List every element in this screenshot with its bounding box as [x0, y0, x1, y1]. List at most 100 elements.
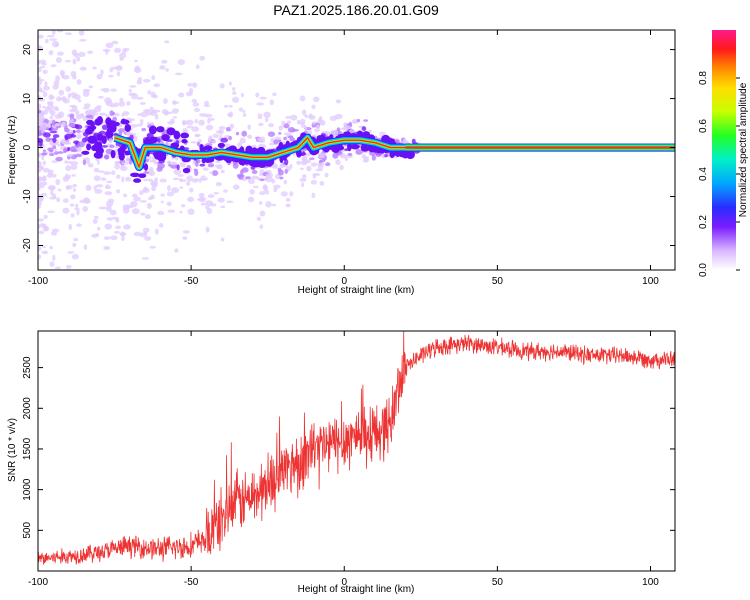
spectral-blob [75, 203, 79, 208]
spectral-blob [308, 114, 316, 120]
spectral-blob [82, 106, 90, 110]
spectral-blob [312, 173, 321, 177]
spectral-blob [73, 140, 80, 145]
spectral-blob [38, 115, 45, 122]
spectral-blob [113, 22, 118, 26]
spectral-blob [53, 80, 60, 87]
colorbar-tick-label: 0.0 [698, 263, 709, 277]
spectral-blob [220, 205, 226, 209]
spectral-blob [121, 162, 130, 165]
spectral-blob [140, 212, 146, 216]
spectral-blob [196, 141, 201, 147]
spectral-blob [38, 126, 47, 131]
spectral-blob [220, 169, 225, 174]
spectral-blob [149, 245, 156, 249]
spectral-blob [109, 144, 115, 149]
spectral-blob [72, 95, 77, 99]
spectral-blob [228, 81, 232, 86]
spectral-blob [51, 40, 60, 48]
spectrogram-y-label: Frequency (Hz) [7, 116, 18, 185]
spectral-blob [263, 111, 271, 118]
spectral-blob [204, 158, 215, 163]
spectral-ridge [112, 133, 675, 172]
spectral-blob [50, 96, 55, 99]
spectral-blob [42, 223, 47, 226]
spectral-blob [137, 113, 142, 116]
spectral-blob [170, 142, 180, 149]
spectral-blob [187, 208, 195, 215]
spectral-blob [92, 218, 98, 224]
spectral-blob [317, 162, 325, 167]
spectral-blob [163, 98, 168, 105]
spectral-blob [131, 193, 138, 198]
spectral-blob [300, 160, 308, 166]
spectral-blob [362, 131, 371, 139]
spectral-blob [303, 125, 308, 131]
spectral-blob [192, 82, 198, 88]
spectral-blob [157, 162, 165, 169]
spectral-blob [363, 156, 370, 163]
spectral-blob [105, 42, 114, 49]
spectral-blob [121, 236, 125, 242]
spectral-blob [61, 121, 66, 128]
spectral-blob [100, 69, 104, 76]
spectral-blob [62, 207, 70, 214]
spectral-blob [239, 146, 245, 153]
spectral-blob [53, 142, 59, 146]
spectral-blob [405, 150, 415, 160]
spectral-blob [171, 108, 179, 114]
spectral-blob [117, 128, 126, 133]
spectral-blob [116, 174, 121, 180]
spectral-blob [47, 210, 55, 214]
spectral-blob [70, 149, 78, 153]
spectral-blob [91, 272, 97, 275]
spectral-blob [109, 209, 117, 216]
spectral-blob [273, 187, 278, 193]
spectral-blob [58, 89, 65, 96]
spectral-blob [284, 169, 288, 174]
spectral-blob [220, 237, 225, 242]
spectral-blob [148, 178, 154, 182]
spectral-blob [119, 97, 124, 102]
spectral-blob [361, 126, 367, 132]
spectral-blob [301, 174, 307, 179]
spectral-blob [272, 184, 281, 189]
y-tick-label: 500 [22, 522, 33, 539]
spectral-blob [68, 223, 72, 231]
spectral-blob [318, 152, 326, 159]
x-tick-label: -100 [28, 577, 48, 588]
snr-panel: -100 -50 0 50 100 500 1000 1500 2000 2500 Height… [7, 330, 676, 595]
spectral-blob [52, 254, 56, 261]
spectral-blob [96, 116, 103, 125]
x-tick-label: -50 [184, 276, 199, 287]
spectral-blob [227, 112, 233, 117]
y-tick-label: 2500 [22, 356, 33, 379]
spectral-blob [97, 96, 104, 99]
spectral-blob [347, 153, 353, 156]
spectral-blob [57, 26, 63, 29]
spectral-blob [122, 111, 130, 116]
spectral-blob [215, 182, 222, 187]
spectral-blob [326, 131, 331, 135]
spectral-blob [252, 185, 259, 189]
spectral-blob [38, 152, 42, 157]
spectral-blob [51, 119, 56, 126]
spectral-blob [151, 95, 156, 98]
spectral-blob [65, 32, 72, 36]
spectral-blob [62, 98, 70, 104]
spectral-blob [160, 193, 165, 197]
spectral-blob [309, 157, 315, 160]
spectral-blob [142, 178, 150, 182]
spectral-blob [97, 226, 101, 231]
spectral-blob [143, 163, 149, 171]
spectral-blob [172, 138, 177, 142]
spectral-blob [70, 213, 75, 218]
spectral-blob [38, 223, 41, 229]
spectral-blob [64, 160, 68, 164]
spectral-blob [104, 223, 113, 230]
spectral-blob [251, 169, 258, 175]
spectral-blob [94, 188, 103, 194]
spectral-blob [67, 251, 75, 254]
spectral-blob [76, 209, 80, 216]
spectral-blob [72, 188, 77, 192]
